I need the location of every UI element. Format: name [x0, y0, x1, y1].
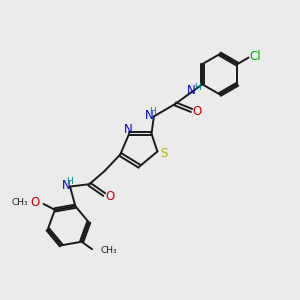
Text: H: H: [149, 106, 155, 116]
Text: O: O: [105, 190, 114, 203]
Text: Cl: Cl: [249, 50, 261, 63]
Text: N: N: [144, 109, 153, 122]
Text: H: H: [194, 83, 200, 92]
Text: H: H: [66, 177, 73, 186]
Text: O: O: [192, 106, 202, 118]
Text: CH₃: CH₃: [100, 246, 117, 255]
Text: S: S: [160, 147, 168, 161]
Text: CH₃: CH₃: [11, 198, 28, 207]
Text: N: N: [187, 84, 196, 97]
Text: O: O: [30, 196, 39, 209]
Text: N: N: [124, 123, 133, 136]
Text: N: N: [62, 179, 71, 193]
